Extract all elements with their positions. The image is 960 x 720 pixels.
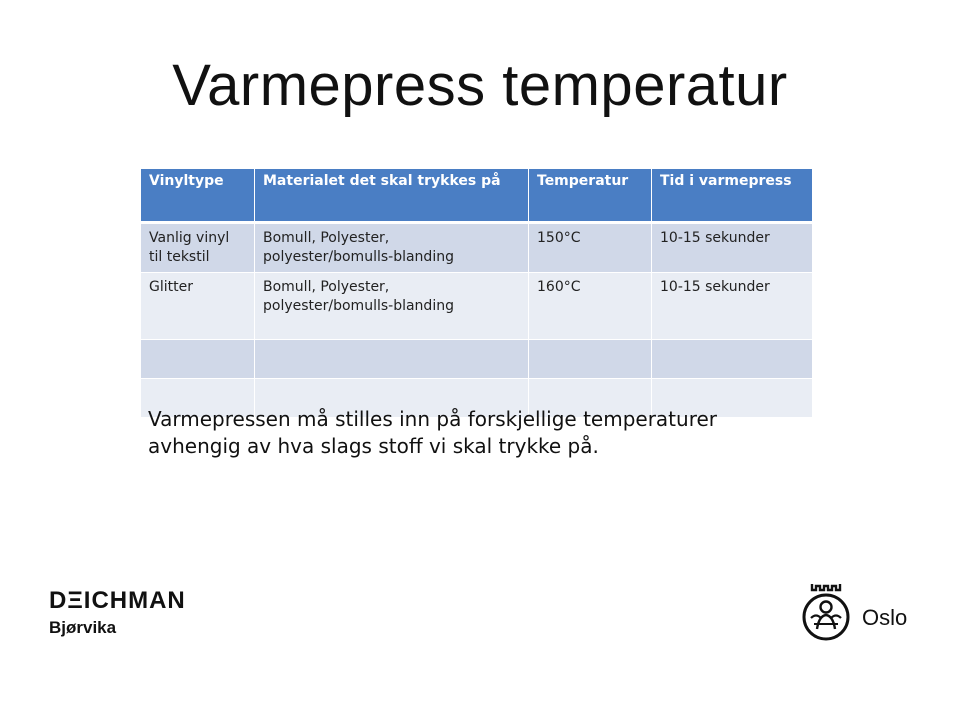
column-header-temperature: Temperatur [528,168,652,224]
cell-time [651,339,813,379]
cell-temperature: 150°C [528,222,652,273]
cell-temperature [528,339,652,379]
cell-material: Bomull, Polyester, polyester/bomulls-bla… [254,272,529,340]
cell-temperature: 160°C [528,272,652,340]
oslo-logo: Oslo [800,580,920,642]
deichman-brand: DΞICHMAN [49,587,186,614]
cell-time: 10-15 sekunder [651,272,813,340]
cell-vinyltype [140,339,255,379]
table-row: Vanlig vinyl til tekstil Bomull, Polyest… [140,222,813,273]
cell-temperature [528,378,652,418]
explanation-text: Varmepressen må stilles inn på forskjell… [148,407,718,458]
cell-material: Bomull, Polyester, polyester/bomulls-bla… [254,222,529,273]
cell-vinyltype: Glitter [140,272,255,340]
oslo-city-seal-icon [802,584,850,641]
deichman-logo: DΞICHMAN Bjørvika [49,588,186,640]
table-row: Glitter Bomull, Polyester, polyester/bom… [140,272,813,340]
cell-vinyltype [140,378,255,418]
deichman-branch: Bjørvika [49,618,117,637]
slide-title: Varmepress temperatur [172,53,788,118]
cell-vinyltype: Vanlig vinyl til tekstil [140,222,255,273]
cell-material [254,378,529,418]
table-row [140,378,813,418]
cell-time [651,378,813,418]
column-header-material: Materialet det skal trykkes på [254,168,529,224]
cell-time: 10-15 sekunder [651,222,813,273]
oslo-label: Oslo [862,605,908,630]
cell-material [254,339,529,379]
table-header-row: Vinyltype Materialet det skal trykkes på… [140,168,813,224]
vinyl-temperature-table: Vinyltype Materialet det skal trykkes på… [140,168,813,418]
column-header-time: Tid i varmepress [651,168,813,224]
column-header-vinyltype: Vinyltype [140,168,255,224]
table-row [140,339,813,379]
